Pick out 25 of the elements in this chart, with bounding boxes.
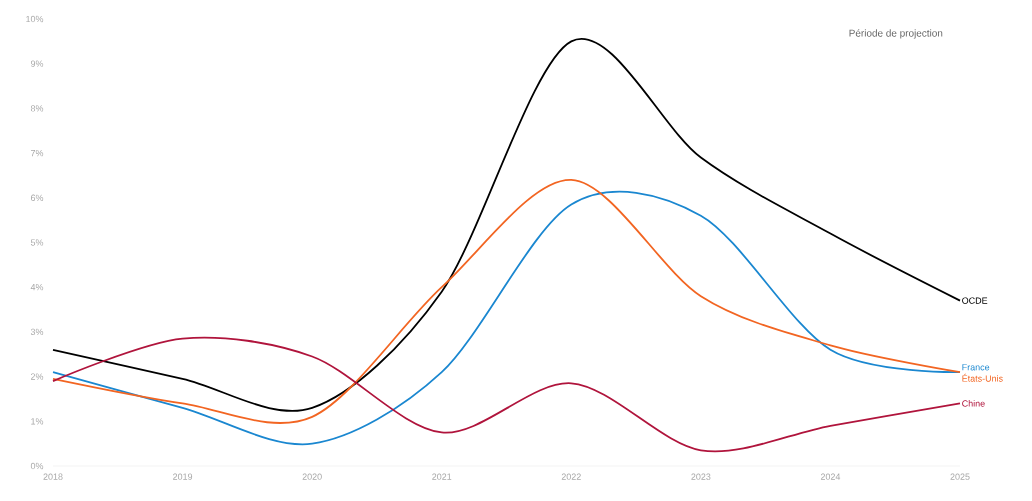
y-tick-label: 10% — [26, 15, 44, 23]
series-label: OCDE — [962, 297, 988, 304]
x-tick-label: 2020 — [302, 473, 322, 480]
y-tick-label: 5% — [30, 239, 44, 246]
line-series — [52, 336, 961, 453]
y-tick-label: 3% — [30, 328, 44, 336]
y-tick-label: 8% — [30, 105, 44, 112]
y-tick-label: 4% — [30, 284, 44, 291]
x-tick-label: 2025 — [950, 473, 970, 480]
x-tick-label: 2021 — [432, 473, 452, 480]
x-tick-label: 2022 — [561, 473, 581, 480]
x-tick-label: 2023 — [691, 473, 711, 480]
series-label: France — [962, 364, 990, 371]
x-tick-label: 2019 — [173, 473, 193, 480]
series-label: Chine — [962, 400, 985, 407]
x-tick-label: 2018 — [43, 473, 63, 480]
y-tick-label: 2% — [30, 373, 44, 380]
annotation: Période de projection — [849, 29, 943, 39]
y-tick-label: 0% — [30, 462, 44, 470]
series-label: États-Unis — [962, 373, 1003, 382]
x-tick-label: 2024 — [820, 473, 841, 480]
y-tick-label: 1% — [31, 418, 44, 425]
y-tick-label: 9% — [30, 60, 44, 67]
y-tick-label: 6% — [30, 194, 44, 201]
y-tick-label: 7% — [30, 149, 44, 157]
